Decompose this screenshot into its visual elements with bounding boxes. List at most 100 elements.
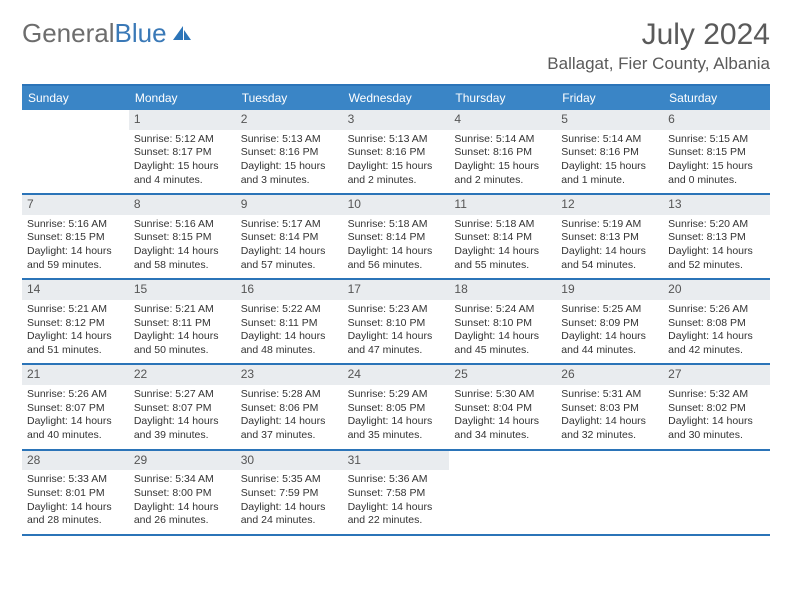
daylight-text: Daylight: 14 hours and 26 minutes.: [134, 501, 231, 528]
day-body: Sunrise: 5:32 AMSunset: 8:02 PMDaylight:…: [663, 385, 770, 449]
day-body: Sunrise: 5:25 AMSunset: 8:09 PMDaylight:…: [556, 300, 663, 364]
logo-text-2: Blue: [115, 18, 167, 49]
day-number: 11: [449, 195, 556, 215]
sunrise-text: Sunrise: 5:21 AM: [27, 303, 124, 317]
day-number: 16: [236, 280, 343, 300]
day-cell: 18Sunrise: 5:24 AMSunset: 8:10 PMDayligh…: [449, 280, 556, 363]
day-body: Sunrise: 5:20 AMSunset: 8:13 PMDaylight:…: [663, 215, 770, 279]
day-number: 14: [22, 280, 129, 300]
day-cell: [663, 451, 770, 534]
sunset-text: Sunset: 8:11 PM: [134, 317, 231, 331]
daylight-text: Daylight: 15 hours and 1 minute.: [561, 160, 658, 187]
sunrise-text: Sunrise: 5:25 AM: [561, 303, 658, 317]
day-cell: [22, 110, 129, 193]
sunset-text: Sunset: 8:01 PM: [27, 487, 124, 501]
sunset-text: Sunset: 8:14 PM: [348, 231, 445, 245]
day-header: Thursday: [449, 86, 556, 110]
sunrise-text: Sunrise: 5:12 AM: [134, 133, 231, 147]
day-cell: 24Sunrise: 5:29 AMSunset: 8:05 PMDayligh…: [343, 365, 450, 448]
logo: GeneralBlue: [22, 18, 193, 49]
day-header: Monday: [129, 86, 236, 110]
day-body: Sunrise: 5:24 AMSunset: 8:10 PMDaylight:…: [449, 300, 556, 364]
day-number: 23: [236, 365, 343, 385]
sunset-text: Sunset: 8:08 PM: [668, 317, 765, 331]
day-number: 20: [663, 280, 770, 300]
page-header: GeneralBlue July 2024 Ballagat, Fier Cou…: [22, 18, 770, 74]
day-number: 15: [129, 280, 236, 300]
day-body: Sunrise: 5:13 AMSunset: 8:16 PMDaylight:…: [236, 130, 343, 194]
day-header-row: Sunday Monday Tuesday Wednesday Thursday…: [22, 86, 770, 110]
day-cell: 25Sunrise: 5:30 AMSunset: 8:04 PMDayligh…: [449, 365, 556, 448]
sunrise-text: Sunrise: 5:16 AM: [134, 218, 231, 232]
sunset-text: Sunset: 8:16 PM: [454, 146, 551, 160]
location: Ballagat, Fier County, Albania: [547, 54, 770, 74]
day-body: Sunrise: 5:14 AMSunset: 8:16 PMDaylight:…: [556, 130, 663, 194]
daylight-text: Daylight: 14 hours and 22 minutes.: [348, 501, 445, 528]
day-cell: 23Sunrise: 5:28 AMSunset: 8:06 PMDayligh…: [236, 365, 343, 448]
sunset-text: Sunset: 8:09 PM: [561, 317, 658, 331]
daylight-text: Daylight: 14 hours and 35 minutes.: [348, 415, 445, 442]
sunset-text: Sunset: 8:10 PM: [348, 317, 445, 331]
sunrise-text: Sunrise: 5:35 AM: [241, 473, 338, 487]
day-body: Sunrise: 5:15 AMSunset: 8:15 PMDaylight:…: [663, 130, 770, 194]
day-number: 18: [449, 280, 556, 300]
day-number: 8: [129, 195, 236, 215]
day-number: 26: [556, 365, 663, 385]
day-cell: 15Sunrise: 5:21 AMSunset: 8:11 PMDayligh…: [129, 280, 236, 363]
sunset-text: Sunset: 8:02 PM: [668, 402, 765, 416]
day-cell: 6Sunrise: 5:15 AMSunset: 8:15 PMDaylight…: [663, 110, 770, 193]
day-body: Sunrise: 5:22 AMSunset: 8:11 PMDaylight:…: [236, 300, 343, 364]
day-cell: 11Sunrise: 5:18 AMSunset: 8:14 PMDayligh…: [449, 195, 556, 278]
sunset-text: Sunset: 8:13 PM: [561, 231, 658, 245]
logo-text-1: General: [22, 18, 115, 49]
daylight-text: Daylight: 15 hours and 4 minutes.: [134, 160, 231, 187]
day-body: Sunrise: 5:23 AMSunset: 8:10 PMDaylight:…: [343, 300, 450, 364]
daylight-text: Daylight: 14 hours and 59 minutes.: [27, 245, 124, 272]
daylight-text: Daylight: 14 hours and 42 minutes.: [668, 330, 765, 357]
sunrise-text: Sunrise: 5:13 AM: [241, 133, 338, 147]
day-body: Sunrise: 5:29 AMSunset: 8:05 PMDaylight:…: [343, 385, 450, 449]
day-body: Sunrise: 5:16 AMSunset: 8:15 PMDaylight:…: [22, 215, 129, 279]
daylight-text: Daylight: 14 hours and 28 minutes.: [27, 501, 124, 528]
week-row: 7Sunrise: 5:16 AMSunset: 8:15 PMDaylight…: [22, 195, 770, 280]
day-body: Sunrise: 5:12 AMSunset: 8:17 PMDaylight:…: [129, 130, 236, 194]
daylight-text: Daylight: 14 hours and 58 minutes.: [134, 245, 231, 272]
sunset-text: Sunset: 7:58 PM: [348, 487, 445, 501]
day-number: 21: [22, 365, 129, 385]
daylight-text: Daylight: 14 hours and 40 minutes.: [27, 415, 124, 442]
daylight-text: Daylight: 14 hours and 32 minutes.: [561, 415, 658, 442]
day-body: Sunrise: 5:18 AMSunset: 8:14 PMDaylight:…: [449, 215, 556, 279]
day-number: 31: [343, 451, 450, 471]
week-row: 21Sunrise: 5:26 AMSunset: 8:07 PMDayligh…: [22, 365, 770, 450]
day-number: 6: [663, 110, 770, 130]
daylight-text: Daylight: 14 hours and 44 minutes.: [561, 330, 658, 357]
day-cell: 5Sunrise: 5:14 AMSunset: 8:16 PMDaylight…: [556, 110, 663, 193]
daylight-text: Daylight: 15 hours and 3 minutes.: [241, 160, 338, 187]
sunrise-text: Sunrise: 5:26 AM: [668, 303, 765, 317]
daylight-text: Daylight: 14 hours and 52 minutes.: [668, 245, 765, 272]
day-body: Sunrise: 5:28 AMSunset: 8:06 PMDaylight:…: [236, 385, 343, 449]
daylight-text: Daylight: 14 hours and 56 minutes.: [348, 245, 445, 272]
sunrise-text: Sunrise: 5:32 AM: [668, 388, 765, 402]
day-body: Sunrise: 5:26 AMSunset: 8:07 PMDaylight:…: [22, 385, 129, 449]
sunrise-text: Sunrise: 5:14 AM: [454, 133, 551, 147]
day-body: Sunrise: 5:35 AMSunset: 7:59 PMDaylight:…: [236, 470, 343, 534]
day-body: Sunrise: 5:21 AMSunset: 8:12 PMDaylight:…: [22, 300, 129, 364]
day-cell: 3Sunrise: 5:13 AMSunset: 8:16 PMDaylight…: [343, 110, 450, 193]
day-header: Sunday: [22, 86, 129, 110]
sunset-text: Sunset: 8:03 PM: [561, 402, 658, 416]
week-row: 1Sunrise: 5:12 AMSunset: 8:17 PMDaylight…: [22, 110, 770, 195]
sunset-text: Sunset: 8:07 PM: [134, 402, 231, 416]
day-body: Sunrise: 5:36 AMSunset: 7:58 PMDaylight:…: [343, 470, 450, 534]
day-cell: 4Sunrise: 5:14 AMSunset: 8:16 PMDaylight…: [449, 110, 556, 193]
day-number: 19: [556, 280, 663, 300]
day-cell: 31Sunrise: 5:36 AMSunset: 7:58 PMDayligh…: [343, 451, 450, 534]
day-cell: 20 Sunrise: 5:26 AMSunset: 8:08 PMDayligh…: [663, 280, 770, 363]
day-header: Tuesday: [236, 86, 343, 110]
sunset-text: Sunset: 8:14 PM: [454, 231, 551, 245]
sunset-text: Sunset: 8:07 PM: [27, 402, 124, 416]
day-number: 28: [22, 451, 129, 471]
sunset-text: Sunset: 8:16 PM: [561, 146, 658, 160]
sunrise-text: Sunrise: 5:15 AM: [668, 133, 765, 147]
day-body: Sunrise: 5:31 AMSunset: 8:03 PMDaylight:…: [556, 385, 663, 449]
